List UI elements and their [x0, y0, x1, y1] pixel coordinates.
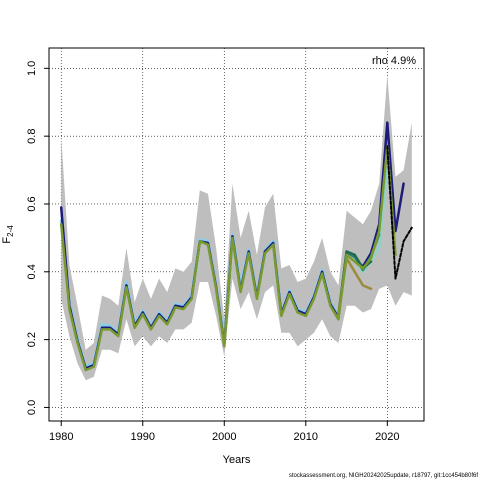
- y-tick-label-1: 0.2: [26, 332, 38, 347]
- x-tick-label-1980: 1980: [49, 431, 73, 443]
- x-tick-label-2010: 2010: [294, 431, 318, 443]
- rho-annotation: rho 4.9%: [372, 55, 416, 67]
- confidence-band: [61, 75, 412, 381]
- band-layer: [61, 75, 412, 381]
- y-axis-label-main: F: [1, 237, 13, 244]
- series-layer: [59, 121, 413, 372]
- plot-frame: [48, 47, 425, 422]
- x-tick-label-2020: 2020: [375, 431, 399, 443]
- x-axis-label: Years: [223, 454, 251, 466]
- x-tick-label-2000: 2000: [212, 431, 236, 443]
- y-tick-label-3: 0.6: [26, 196, 38, 211]
- axes-layer: 1980 1990 2000 2010 2020 0.0 0.2 0.4 0.6 0.8 1.0: [26, 61, 400, 443]
- y-tick-label-0: 0.0: [26, 400, 38, 415]
- y-axis-label: F2-4: [1, 225, 15, 244]
- series-line-main: [59, 145, 397, 372]
- y-axis-label-sub: 2-4: [6, 225, 15, 237]
- series-line-forecast: [386, 145, 413, 280]
- watermark-text: stockassessment.org, NIGH20242025update,…: [289, 473, 478, 479]
- y-tick-label-4: 0.8: [26, 129, 38, 144]
- y-tick-label-2: 0.4: [26, 264, 38, 279]
- x-tick-label-1990: 1990: [131, 431, 155, 443]
- y-tick-label-5: 1.0: [26, 61, 38, 76]
